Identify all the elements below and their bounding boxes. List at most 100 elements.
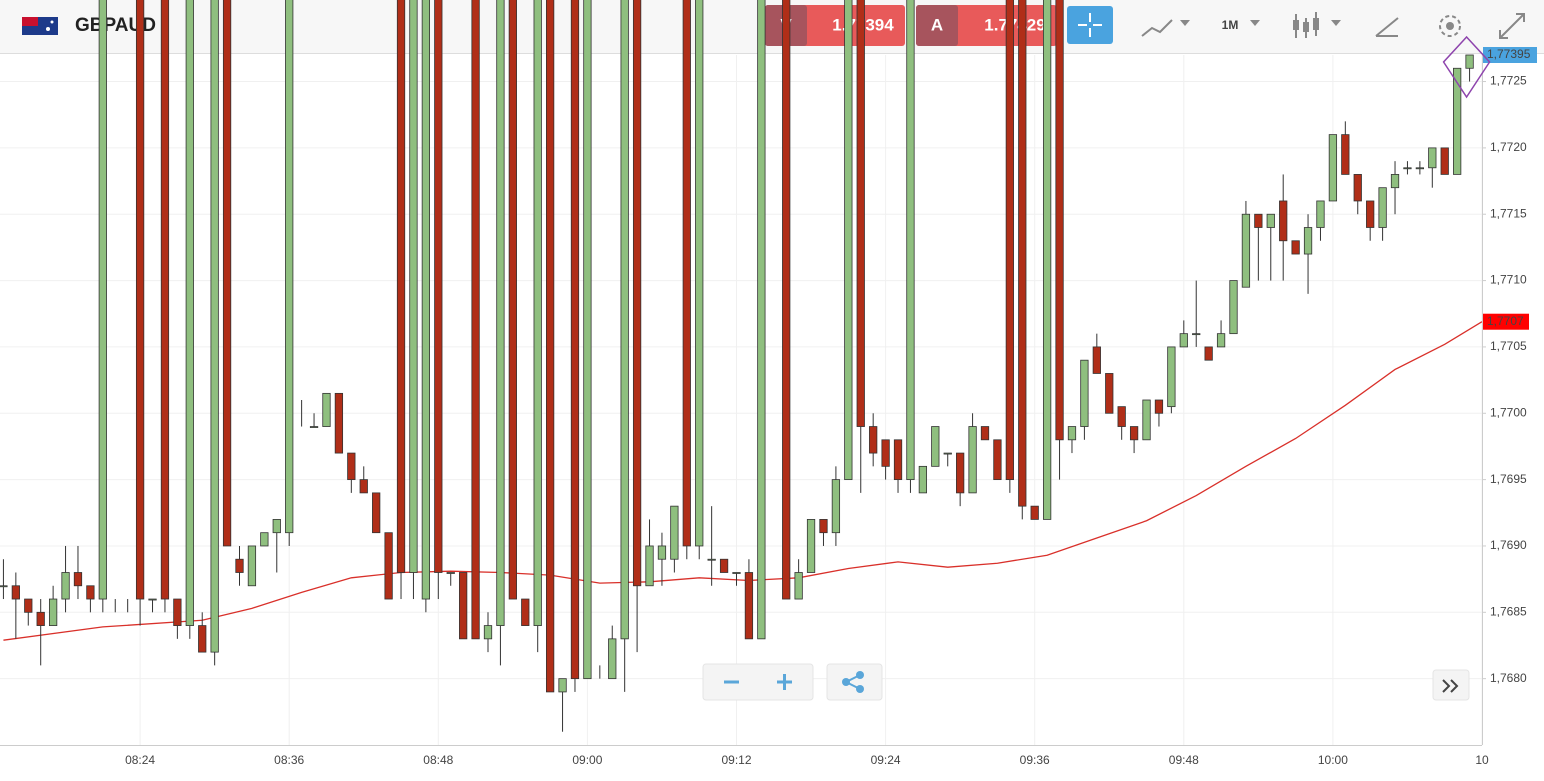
x-tick-label: 09:00 bbox=[572, 753, 602, 767]
x-tick-label: 08:24 bbox=[125, 753, 155, 767]
candle-body bbox=[918, 465, 928, 494]
candle-body bbox=[533, 0, 542, 626]
candle-body bbox=[1042, 0, 1052, 520]
candle-body bbox=[782, 0, 791, 600]
timeframe-arrow bbox=[1250, 20, 1260, 26]
candle-body bbox=[719, 558, 729, 573]
candle-body bbox=[309, 426, 319, 428]
candle-body bbox=[1117, 406, 1126, 427]
x-tick-label: 09:24 bbox=[871, 753, 901, 767]
candle-body bbox=[1378, 187, 1387, 228]
candle-body bbox=[806, 519, 816, 573]
candle-body bbox=[956, 452, 965, 494]
candle-body bbox=[856, 0, 865, 427]
candle-body bbox=[148, 598, 157, 601]
candle-body bbox=[583, 0, 592, 680]
candle-body bbox=[508, 0, 517, 600]
fullscreen-button[interactable] bbox=[1499, 13, 1525, 39]
candle-body bbox=[235, 558, 244, 573]
candle-body bbox=[757, 0, 766, 640]
candle-body bbox=[372, 492, 381, 534]
y-tick-label: 1,7720 bbox=[1490, 140, 1527, 154]
candle-body bbox=[222, 0, 232, 547]
plot bbox=[0, 0, 1486, 745]
candle-body bbox=[993, 439, 1002, 481]
x-tick-label: 09:36 bbox=[1020, 753, 1050, 767]
share-button[interactable] bbox=[842, 671, 864, 693]
x-tick-label: 09:48 bbox=[1169, 753, 1199, 767]
candle-body bbox=[347, 452, 356, 481]
candle-body bbox=[173, 598, 182, 626]
candle-body bbox=[272, 519, 281, 534]
candle-body bbox=[1092, 346, 1101, 374]
ask-label: A bbox=[931, 15, 943, 34]
last-price-label: 1,77395 bbox=[1487, 47, 1531, 61]
candle-body bbox=[334, 392, 344, 454]
candle-body bbox=[1179, 333, 1188, 348]
y-tick-label: 1,7690 bbox=[1490, 538, 1527, 552]
candle-body bbox=[1291, 240, 1300, 255]
y-tick-label: 1,7680 bbox=[1490, 671, 1527, 685]
candle-body bbox=[260, 532, 269, 547]
crosshair-button[interactable] bbox=[1067, 6, 1113, 44]
x-tick-label: 08:36 bbox=[274, 753, 304, 767]
candle-body bbox=[135, 0, 145, 600]
candle-body bbox=[1403, 167, 1412, 170]
candle-body bbox=[1428, 147, 1437, 169]
candle-body bbox=[0, 585, 8, 588]
candle-body bbox=[794, 572, 803, 600]
candle-body bbox=[1316, 200, 1325, 228]
candle-body bbox=[1229, 280, 1238, 335]
candle-body bbox=[968, 426, 977, 494]
zoom-controls bbox=[702, 663, 1470, 701]
y-tick-label: 1,7725 bbox=[1490, 74, 1527, 88]
y-tick-label: 1,7715 bbox=[1490, 206, 1527, 220]
candle-body bbox=[421, 0, 431, 600]
candle-body bbox=[1018, 0, 1027, 507]
y-tick-label: 1,7695 bbox=[1490, 472, 1527, 486]
candle-body bbox=[1005, 0, 1014, 481]
candle-body bbox=[1167, 346, 1176, 408]
candle-body bbox=[459, 572, 468, 640]
candle-body bbox=[98, 0, 107, 600]
candle-body bbox=[608, 638, 617, 680]
last-candle-marker bbox=[1442, 35, 1491, 99]
candle-body bbox=[1440, 147, 1449, 175]
timeframe[interactable]: 1M bbox=[1222, 18, 1239, 32]
candle-body bbox=[1390, 174, 1400, 189]
candle-body bbox=[409, 0, 418, 573]
candle-body bbox=[1303, 227, 1313, 255]
drawing-button[interactable] bbox=[1375, 17, 1399, 37]
candle-body bbox=[1453, 67, 1462, 175]
candle-body bbox=[1129, 426, 1139, 441]
candle-body bbox=[1241, 213, 1251, 288]
candle-body bbox=[1216, 333, 1226, 348]
candle-body bbox=[1366, 200, 1375, 228]
candle-body bbox=[695, 0, 704, 547]
ma-price-label: 1,7707 bbox=[1487, 314, 1524, 328]
x-tick-label: 10:00 bbox=[1318, 753, 1348, 767]
candle-body bbox=[1142, 399, 1151, 441]
settings-button[interactable] bbox=[1439, 15, 1461, 37]
zoom-in[interactable] bbox=[777, 674, 792, 690]
candle-body bbox=[1254, 213, 1263, 228]
candle-body bbox=[1279, 200, 1288, 242]
candle-style-button[interactable] bbox=[1293, 12, 1341, 38]
candle-body bbox=[1204, 346, 1213, 361]
candle-body bbox=[61, 572, 70, 600]
candle-body bbox=[819, 519, 828, 534]
candle-body bbox=[980, 426, 990, 441]
candle-body bbox=[86, 585, 95, 600]
y-tick-label: 1,7705 bbox=[1490, 339, 1527, 353]
last-price-tag bbox=[1483, 47, 1537, 63]
candle-body bbox=[322, 392, 331, 427]
candle-body bbox=[620, 0, 629, 640]
candle-body bbox=[869, 426, 878, 454]
scroll-end-button[interactable] bbox=[1442, 679, 1459, 693]
candle-body bbox=[570, 0, 580, 680]
x-tick-label: 08:48 bbox=[423, 753, 453, 767]
candle-body bbox=[931, 426, 940, 467]
flag bbox=[22, 17, 58, 35]
chart-type-button[interactable] bbox=[1141, 19, 1190, 37]
